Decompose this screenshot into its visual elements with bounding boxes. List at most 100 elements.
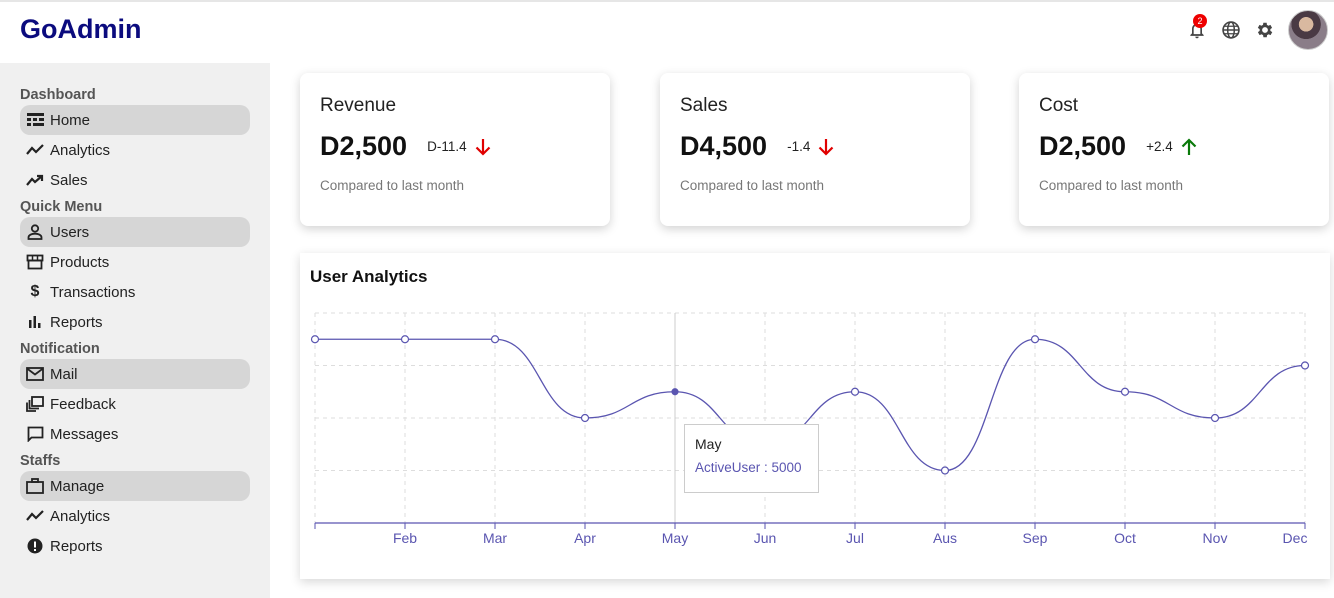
sidebar-item-mail[interactable]: Mail bbox=[20, 359, 250, 389]
storefront-icon bbox=[26, 253, 44, 271]
sidebar-item-feedback[interactable]: Feedback bbox=[20, 389, 250, 419]
sidebar: Dashboard Home Analytics Sales Quick Men… bbox=[0, 63, 270, 598]
sidebar-item-staff-analytics[interactable]: Analytics bbox=[20, 501, 250, 531]
sidebar-item-label: Analytics bbox=[50, 141, 111, 159]
x-tick-label: Jul bbox=[846, 530, 864, 546]
x-tick-label: Oct bbox=[1114, 530, 1136, 546]
timeline-icon bbox=[26, 507, 44, 525]
app-logo[interactable]: GoAdmin bbox=[20, 14, 142, 44]
user-analytics-chart: Feb Mar Apr May Jun Jul Aus Sep Oct Nov Dec User A… bbox=[300, 253, 1330, 579]
x-tick-label: May bbox=[662, 530, 688, 546]
data-point bbox=[310, 335, 320, 344]
dynamic-feed-icon bbox=[26, 395, 44, 413]
sidebar-item-home[interactable]: Home bbox=[20, 105, 250, 135]
arrow-down-icon bbox=[475, 138, 491, 156]
sidebar-item-label: Home bbox=[50, 111, 91, 129]
sidebar-item-staff-reports[interactable]: Reports bbox=[20, 531, 250, 561]
sidebar-section-notification: Notification Mail Feedback Messages bbox=[20, 339, 250, 449]
card-title: Sales bbox=[680, 95, 728, 116]
sidebar-item-label: Messages bbox=[50, 425, 119, 443]
card-subtitle: Compared to last month bbox=[680, 178, 825, 193]
avatar[interactable] bbox=[1288, 10, 1328, 50]
timeline-icon bbox=[26, 141, 44, 159]
x-tick-label: Nov bbox=[1203, 530, 1228, 546]
sidebar-item-label: Transactions bbox=[50, 283, 136, 301]
bell-icon[interactable]: 2 bbox=[1186, 14, 1208, 41]
globe-icon[interactable] bbox=[1220, 19, 1242, 41]
sidebar-item-messages[interactable]: Messages bbox=[20, 419, 250, 449]
arrow-down-icon bbox=[818, 138, 834, 156]
data-point bbox=[671, 388, 679, 396]
top-icons: 2 bbox=[1186, 10, 1328, 50]
bar-chart-icon bbox=[26, 313, 44, 331]
sidebar-section-staffs: Staffs Manage Analytics Reports bbox=[20, 451, 250, 561]
home-icon bbox=[26, 111, 44, 129]
revenue-card: Revenue D2,500 D-11.4 Compared to last m… bbox=[300, 73, 610, 226]
card-rate: -1.4 bbox=[787, 139, 811, 154]
data-point bbox=[400, 335, 410, 344]
section-title: Notification bbox=[20, 341, 100, 357]
series-line-activeuser bbox=[314, 338, 1306, 472]
sidebar-item-label: Manage bbox=[50, 477, 105, 495]
sidebar-item-users[interactable]: Users bbox=[20, 217, 250, 247]
sidebar-item-manage[interactable]: Manage bbox=[20, 471, 250, 501]
line-chart: Feb Mar Apr May Jun Jul Aus Sep Oct Nov Dec bbox=[310, 312, 1310, 546]
data-point bbox=[580, 413, 590, 423]
data-point bbox=[940, 466, 950, 475]
card-subtitle: Compared to last month bbox=[320, 178, 465, 193]
sidebar-item-label: Reports bbox=[50, 313, 103, 331]
top-bar: GoAdmin 2 bbox=[0, 0, 1334, 63]
sidebar-item-analytics[interactable]: Analytics bbox=[20, 135, 250, 165]
arrow-up-icon bbox=[1181, 137, 1197, 156]
sidebar-item-label: Reports bbox=[50, 537, 103, 555]
user-icon bbox=[26, 223, 44, 241]
x-tick-label: Sep bbox=[1023, 530, 1048, 546]
card-rate: D-11.4 bbox=[427, 139, 467, 154]
sidebar-item-label: Mail bbox=[50, 365, 78, 383]
sidebar-section-dashboard: Dashboard Home Analytics Sales bbox=[20, 85, 250, 195]
data-point bbox=[490, 335, 500, 344]
x-tick-label: Aus bbox=[933, 530, 957, 546]
sidebar-item-label: Users bbox=[50, 223, 90, 241]
x-tick-label: Dec bbox=[1283, 530, 1308, 546]
card-title: Cost bbox=[1039, 95, 1079, 116]
gear-icon[interactable] bbox=[1254, 19, 1276, 41]
data-point bbox=[1300, 361, 1310, 370]
mail-icon bbox=[26, 365, 44, 383]
sidebar-item-transactions[interactable]: $ Transactions bbox=[20, 277, 250, 307]
data-point bbox=[1210, 413, 1220, 423]
cost-card: Cost D2,500 +2.4 Compared to last month bbox=[1019, 73, 1329, 226]
card-title: Revenue bbox=[320, 95, 397, 116]
sales-card: Sales D4,500 -1.4 Compared to last month bbox=[660, 73, 970, 226]
sidebar-item-label: Sales bbox=[50, 171, 88, 189]
x-tick-label: Mar bbox=[483, 530, 507, 546]
chart-tooltip: May ActiveUser : 5000 bbox=[684, 424, 819, 493]
card-subtitle: Compared to last month bbox=[1039, 178, 1184, 193]
briefcase-icon bbox=[26, 477, 44, 495]
chart-title: User Analytics bbox=[310, 267, 428, 286]
section-title: Staffs bbox=[20, 453, 61, 469]
tooltip-title: May bbox=[695, 436, 722, 452]
sidebar-item-sales[interactable]: Sales bbox=[20, 165, 250, 195]
section-title: Dashboard bbox=[20, 87, 96, 103]
report-icon bbox=[26, 537, 44, 555]
data-point bbox=[1120, 387, 1130, 396]
chat-icon bbox=[26, 425, 44, 443]
notification-badge: 2 bbox=[1193, 14, 1207, 28]
trending-up-icon bbox=[26, 171, 44, 189]
data-point bbox=[850, 387, 860, 396]
card-money: D4,500 bbox=[680, 131, 768, 161]
sidebar-item-products[interactable]: Products bbox=[20, 247, 250, 277]
sidebar-item-label: Feedback bbox=[50, 395, 116, 413]
x-tick-label: Feb bbox=[393, 530, 417, 546]
sidebar-item-reports[interactable]: Reports bbox=[20, 307, 250, 337]
section-title: Quick Menu bbox=[20, 199, 103, 215]
sidebar-item-label: Products bbox=[50, 253, 110, 271]
dollar-icon: $ bbox=[30, 283, 40, 300]
card-money: D2,500 bbox=[320, 131, 408, 161]
sidebar-section-quick-menu: Quick Menu Users Products $ Transactions… bbox=[20, 197, 250, 337]
card-money: D2,500 bbox=[1039, 131, 1127, 161]
data-point bbox=[1030, 335, 1040, 344]
card-rate: +2.4 bbox=[1146, 139, 1173, 154]
x-tick-label: Apr bbox=[574, 530, 596, 546]
